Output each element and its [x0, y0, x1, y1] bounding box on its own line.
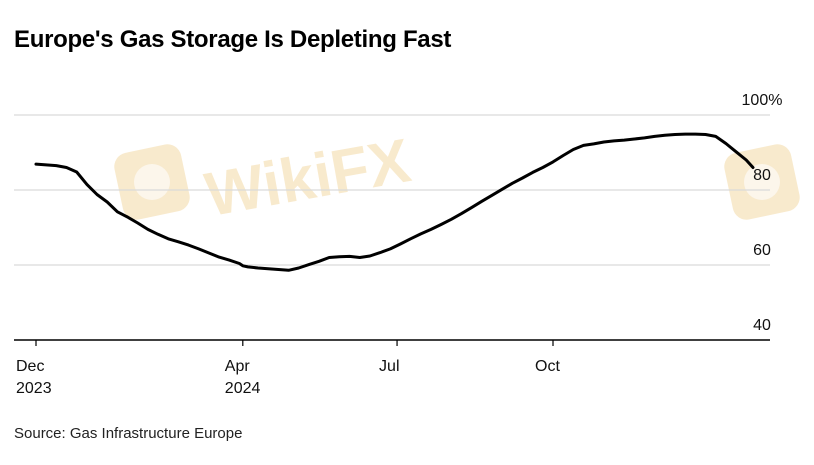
x-tick-label: Oct [535, 358, 560, 375]
x-axis-ticks: Dec 2023 Apr 2024 Jul Oct [16, 340, 560, 397]
watermark-text: WikiFX [200, 126, 415, 230]
x-tick-label: Apr [225, 358, 251, 375]
source-note: Source: Gas Infrastructure Europe [14, 425, 243, 442]
storage-level-line [34, 132, 755, 272]
y-tick-label: 80 [753, 167, 771, 184]
y-tick-label: 100% [742, 92, 783, 109]
y-axis-labels: 100% 80 60 40 [742, 92, 783, 334]
x-tick-sublabel: 2024 [225, 380, 261, 397]
x-tick-label: Dec [16, 358, 44, 375]
x-tick-label: Jul [379, 358, 399, 375]
x-tick-sublabel: 2023 [16, 380, 52, 397]
gridlines [14, 114, 770, 266]
watermark-logo-left [114, 144, 190, 220]
watermark-logo-right [724, 144, 800, 220]
y-tick-label: 40 [753, 317, 771, 334]
y-tick-label: 60 [753, 242, 771, 259]
chart-title: Europe's Gas Storage Is Depleting Fast [14, 26, 452, 53]
